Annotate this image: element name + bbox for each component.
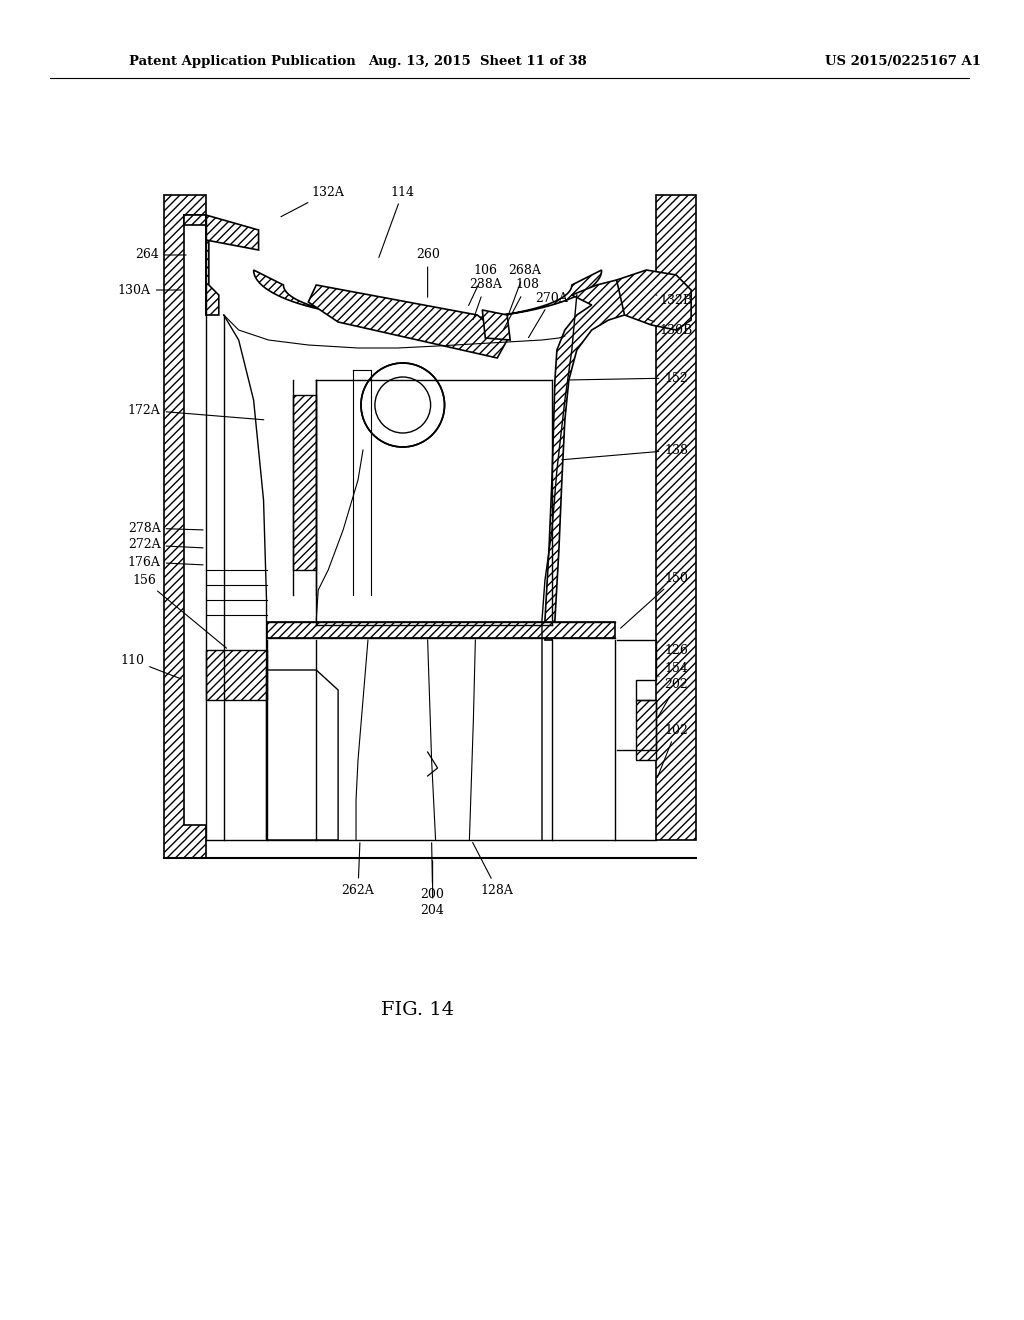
Text: 176A: 176A bbox=[128, 556, 203, 569]
Polygon shape bbox=[616, 271, 691, 330]
Text: 106: 106 bbox=[469, 264, 498, 305]
Text: 262A: 262A bbox=[342, 842, 375, 896]
Text: 102: 102 bbox=[657, 723, 688, 777]
Polygon shape bbox=[206, 649, 266, 700]
Text: 204: 204 bbox=[421, 861, 444, 916]
Text: 108: 108 bbox=[504, 279, 539, 330]
Polygon shape bbox=[164, 195, 206, 858]
Text: 138: 138 bbox=[562, 444, 688, 459]
Text: 200: 200 bbox=[421, 842, 444, 902]
Text: 132B: 132B bbox=[656, 293, 693, 306]
Polygon shape bbox=[308, 285, 507, 358]
Polygon shape bbox=[254, 271, 602, 319]
Text: 150: 150 bbox=[621, 572, 688, 628]
Polygon shape bbox=[637, 700, 656, 760]
Text: FIG. 14: FIG. 14 bbox=[381, 1001, 455, 1019]
Text: US 2015/0225167 A1: US 2015/0225167 A1 bbox=[825, 55, 981, 69]
Text: 260: 260 bbox=[416, 248, 439, 297]
Text: 152: 152 bbox=[569, 371, 688, 384]
Text: 130B: 130B bbox=[647, 319, 693, 337]
Text: 110: 110 bbox=[120, 653, 181, 678]
Text: 156: 156 bbox=[132, 573, 226, 648]
Text: 278A: 278A bbox=[128, 521, 203, 535]
Text: 114: 114 bbox=[379, 186, 415, 257]
Text: 130A: 130A bbox=[118, 284, 181, 297]
Text: 202: 202 bbox=[657, 678, 688, 718]
Text: Aug. 13, 2015  Sheet 11 of 38: Aug. 13, 2015 Sheet 11 of 38 bbox=[368, 55, 587, 69]
Text: 154: 154 bbox=[658, 661, 688, 677]
Text: Patent Application Publication: Patent Application Publication bbox=[129, 55, 356, 69]
Text: 264: 264 bbox=[135, 248, 186, 261]
Text: 128A: 128A bbox=[473, 842, 514, 896]
Polygon shape bbox=[293, 395, 316, 570]
Polygon shape bbox=[266, 622, 614, 638]
Text: 270A: 270A bbox=[528, 292, 568, 338]
Text: 238A: 238A bbox=[469, 279, 502, 319]
Text: 268A: 268A bbox=[508, 264, 542, 315]
Text: 172A: 172A bbox=[128, 404, 264, 420]
Text: 126: 126 bbox=[658, 644, 688, 659]
Polygon shape bbox=[656, 195, 696, 840]
Polygon shape bbox=[482, 310, 510, 341]
Text: 132A: 132A bbox=[281, 186, 345, 216]
Text: 272A: 272A bbox=[128, 539, 203, 552]
Polygon shape bbox=[184, 215, 219, 315]
Polygon shape bbox=[545, 280, 625, 640]
Polygon shape bbox=[206, 215, 259, 249]
